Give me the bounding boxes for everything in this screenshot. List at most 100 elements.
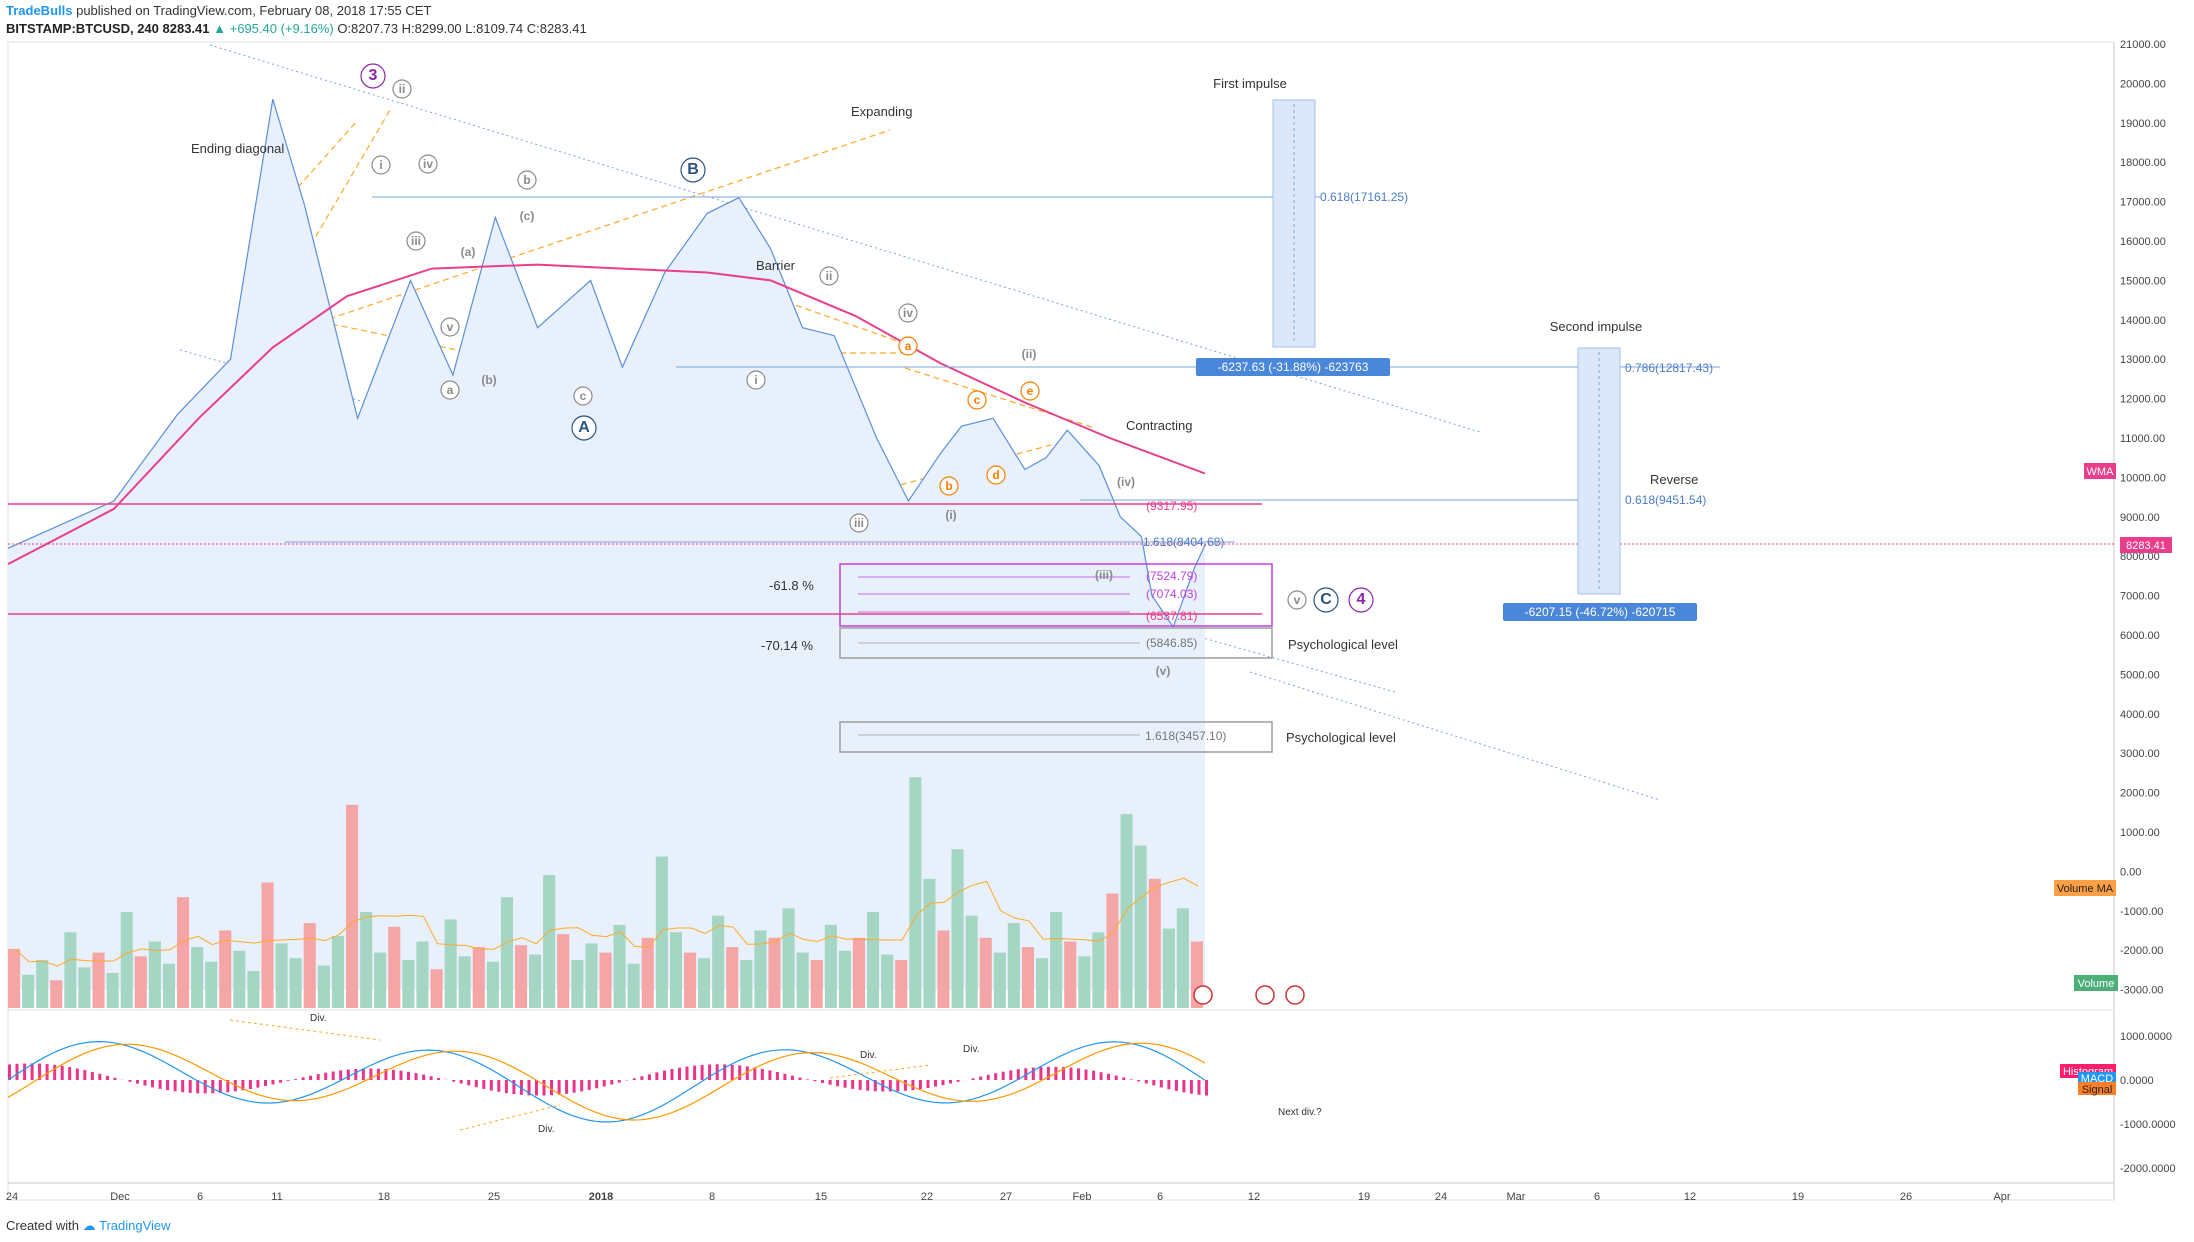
volume-ma-badge: Volume MA — [2057, 883, 2114, 895]
ohlc-high: H:8299.00 — [401, 21, 462, 36]
level-5846: (5846.85) — [1146, 636, 1197, 650]
price-tick-label: 0.00 — [2120, 866, 2141, 878]
volume-bar — [909, 777, 922, 1008]
volume-bar — [740, 960, 753, 1008]
volume-bar — [669, 932, 682, 1008]
price-tick-label: 1000.00 — [2120, 827, 2160, 839]
macd-hist-bar — [1084, 1069, 1088, 1080]
macd-hist-bar — [218, 1080, 222, 1093]
macd-hist-bar — [519, 1080, 523, 1095]
volume-bar — [993, 952, 1006, 1008]
macd-hist-bar — [497, 1080, 501, 1092]
macd-hist-bar — [1152, 1080, 1156, 1086]
time-tick-label: 27 — [1000, 1191, 1012, 1203]
wave-label-circle — [1348, 587, 1374, 613]
time-tick-label: 25 — [488, 1191, 500, 1203]
macd-hist-bar — [1114, 1075, 1118, 1080]
macd-tick-label: -2000.0000 — [2120, 1163, 2176, 1175]
macd-hist-bar — [467, 1080, 471, 1086]
macd-hist-bar — [422, 1074, 426, 1080]
wave-label: v — [1294, 593, 1301, 607]
event-flag-icon[interactable] — [1285, 985, 1305, 1005]
volume-bar — [838, 950, 851, 1008]
macd-hist-bar — [790, 1075, 794, 1080]
volume-bar — [1106, 893, 1119, 1008]
volume-bar — [810, 960, 823, 1008]
event-flag-icon[interactable] — [1255, 985, 1275, 1005]
time-axis: 24 Dec 6 11 18 25 2018 8 15 22 27 Feb 6 12 19 24 Mar 6 12 1… — [6, 1191, 2011, 1203]
macd-hist-bar — [45, 1064, 49, 1080]
macd-hist-bar — [1174, 1080, 1178, 1091]
macd-hist-bar — [723, 1064, 727, 1080]
macd-hist-bar — [286, 1080, 290, 1081]
macd-hist-bar — [211, 1080, 215, 1094]
macd-hist-bar — [949, 1080, 952, 1084]
volume-bar — [205, 961, 218, 1008]
annotation-div-1: Div. — [310, 1013, 326, 1024]
macd-hist-bar — [188, 1080, 192, 1093]
div-line-1 — [229, 1019, 381, 1041]
macd-hist-bar — [143, 1080, 147, 1086]
tradingview-link[interactable]: TradingView — [99, 1218, 171, 1233]
psychological-box-lower[interactable] — [839, 721, 1273, 753]
event-markers[interactable] — [1193, 985, 1305, 1005]
macd-hist-bar — [331, 1071, 335, 1080]
volume-bar — [1007, 923, 1020, 1008]
macd-hist-bar — [986, 1074, 990, 1080]
price-tick-label: 14000.00 — [2120, 315, 2166, 327]
volume-bar — [416, 941, 429, 1008]
event-flag-icon[interactable] — [1193, 985, 1213, 1005]
price-area-fill — [8, 99, 1205, 990]
time-tick-label: 8 — [709, 1191, 715, 1203]
macd-hist-bar — [903, 1080, 907, 1091]
volume-bar — [317, 965, 330, 1008]
volume-bar — [261, 882, 274, 1008]
price-tick-label: 21000.00 — [2120, 39, 2166, 51]
created-with-text: Created with — [6, 1218, 79, 1233]
macd-hist-bar — [806, 1079, 809, 1080]
volume-bar — [641, 937, 654, 1008]
volume-bar — [698, 958, 711, 1008]
macd-hist-bar — [1144, 1080, 1148, 1084]
macd-hist-bar — [896, 1080, 900, 1092]
wave-label: iii — [854, 516, 864, 530]
ohlc-open: O:8207.73 — [337, 21, 399, 36]
macd-hist-bar — [866, 1080, 870, 1091]
symbol-label[interactable]: BITSTAMP:BTCUSD, 240 — [6, 21, 159, 36]
macd-hist-bar — [241, 1080, 245, 1091]
macd-hist-bar — [98, 1073, 102, 1080]
wave-label: iv — [423, 157, 433, 171]
price-change: ▲ +695.40 (+9.16%) — [213, 21, 334, 36]
wma-line[interactable] — [7, 263, 1206, 565]
macd-hist-bar — [1001, 1071, 1005, 1080]
macd-badge-bg — [2078, 1072, 2116, 1084]
publisher-name[interactable]: TradeBulls — [6, 3, 73, 18]
level-9317: (9317.95) — [1146, 499, 1197, 513]
price-tick-label: 10000.00 — [2120, 472, 2166, 484]
wave-label-circle — [939, 476, 959, 496]
wave-label-circle — [573, 386, 593, 406]
macd-hist-bar — [617, 1080, 621, 1083]
annotation-div-3: Div. — [860, 1050, 876, 1061]
annotation-61-8: -61.8 % — [769, 578, 814, 593]
wave-label-circle — [1313, 587, 1339, 613]
target-zone-box[interactable] — [839, 563, 1273, 627]
volume-bar — [937, 930, 950, 1008]
macd-hist-bar — [888, 1080, 892, 1092]
price-tick-label: -3000.00 — [2120, 985, 2163, 997]
volume-bar — [923, 878, 936, 1008]
price-line[interactable] — [7, 99, 1206, 629]
macd-hist-bar — [166, 1080, 170, 1091]
fib-label-9451: 0.618(9451.54) — [1625, 493, 1706, 507]
wave-label-circle — [967, 390, 987, 410]
psychological-box-upper[interactable] — [839, 627, 1273, 659]
time-tick-label: 6 — [197, 1191, 203, 1203]
volume-bar — [627, 963, 640, 1008]
volume-bar — [486, 961, 499, 1008]
volume-bar — [1134, 845, 1147, 1008]
price-tick-label: 5000.00 — [2120, 669, 2160, 681]
price-tick-label: 19000.00 — [2120, 118, 2166, 130]
wave-label: c — [580, 389, 587, 403]
macd-hist-bar — [414, 1073, 418, 1080]
